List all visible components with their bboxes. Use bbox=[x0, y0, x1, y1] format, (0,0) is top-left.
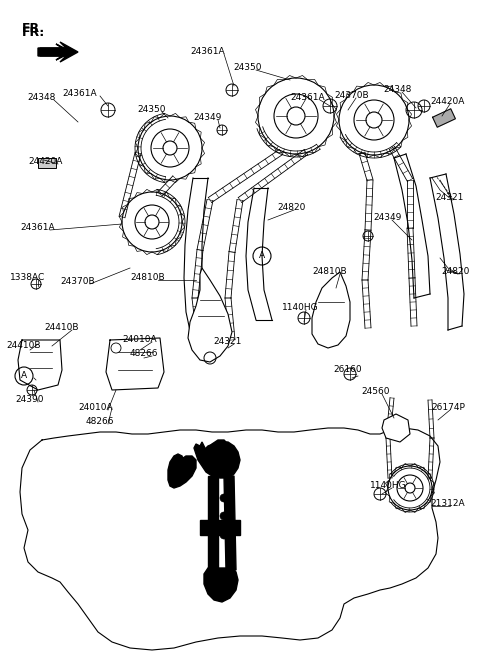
Circle shape bbox=[220, 531, 228, 539]
Text: 24361A: 24361A bbox=[21, 224, 55, 232]
Polygon shape bbox=[382, 414, 410, 442]
Text: 24361A: 24361A bbox=[191, 48, 225, 57]
Text: 24348: 24348 bbox=[384, 86, 412, 94]
Text: 24321: 24321 bbox=[436, 193, 464, 203]
Polygon shape bbox=[188, 268, 232, 362]
Text: A: A bbox=[259, 251, 265, 261]
Polygon shape bbox=[200, 520, 240, 535]
Text: 24410B: 24410B bbox=[45, 323, 79, 333]
Text: 24010A: 24010A bbox=[79, 403, 113, 412]
Text: 24349: 24349 bbox=[194, 114, 222, 123]
Text: 24010A: 24010A bbox=[123, 335, 157, 345]
Text: FR.: FR. bbox=[22, 22, 45, 35]
Polygon shape bbox=[38, 44, 72, 60]
Circle shape bbox=[366, 112, 382, 128]
Text: 24810B: 24810B bbox=[312, 267, 348, 277]
Text: 24349: 24349 bbox=[374, 213, 402, 222]
Polygon shape bbox=[208, 476, 218, 570]
Text: 24420A: 24420A bbox=[431, 98, 465, 106]
Text: 1338AC: 1338AC bbox=[11, 273, 46, 282]
Text: 24390: 24390 bbox=[16, 395, 44, 405]
Polygon shape bbox=[224, 476, 236, 570]
Text: 24361A: 24361A bbox=[63, 90, 97, 98]
Text: 24321: 24321 bbox=[214, 337, 242, 346]
Text: 24350: 24350 bbox=[234, 63, 262, 73]
Text: FR.: FR. bbox=[22, 26, 45, 39]
Text: 48266: 48266 bbox=[86, 418, 114, 426]
Circle shape bbox=[210, 531, 218, 539]
Text: 24361A: 24361A bbox=[291, 94, 325, 102]
Text: 21312A: 21312A bbox=[431, 500, 465, 508]
Circle shape bbox=[210, 494, 218, 502]
Text: 24348: 24348 bbox=[28, 94, 56, 102]
Text: 1140HG: 1140HG bbox=[370, 482, 406, 490]
Circle shape bbox=[405, 483, 415, 493]
Circle shape bbox=[145, 215, 159, 229]
Text: 24820: 24820 bbox=[442, 267, 470, 277]
Polygon shape bbox=[194, 442, 240, 478]
Text: 26174P: 26174P bbox=[431, 403, 465, 412]
Text: 24560: 24560 bbox=[362, 387, 390, 397]
Text: 24410B: 24410B bbox=[7, 341, 41, 350]
Text: A: A bbox=[21, 372, 27, 381]
Circle shape bbox=[220, 512, 228, 520]
Circle shape bbox=[287, 107, 305, 125]
Polygon shape bbox=[40, 42, 78, 62]
Polygon shape bbox=[200, 440, 230, 462]
Text: 24370B: 24370B bbox=[60, 277, 96, 286]
Text: 48266: 48266 bbox=[130, 350, 158, 358]
Circle shape bbox=[220, 494, 228, 502]
Polygon shape bbox=[168, 454, 196, 488]
Polygon shape bbox=[312, 272, 350, 348]
Polygon shape bbox=[204, 568, 238, 602]
Text: 24420A: 24420A bbox=[29, 158, 63, 166]
Text: 24350: 24350 bbox=[138, 106, 166, 114]
Text: 24810B: 24810B bbox=[131, 273, 165, 282]
Circle shape bbox=[210, 512, 218, 520]
Circle shape bbox=[163, 141, 177, 155]
Text: 1140HG: 1140HG bbox=[282, 304, 318, 312]
Text: 24820: 24820 bbox=[278, 203, 306, 213]
Text: 24370B: 24370B bbox=[335, 92, 369, 100]
Polygon shape bbox=[432, 109, 456, 127]
Text: 26160: 26160 bbox=[334, 366, 362, 374]
Bar bbox=[38, 158, 56, 168]
